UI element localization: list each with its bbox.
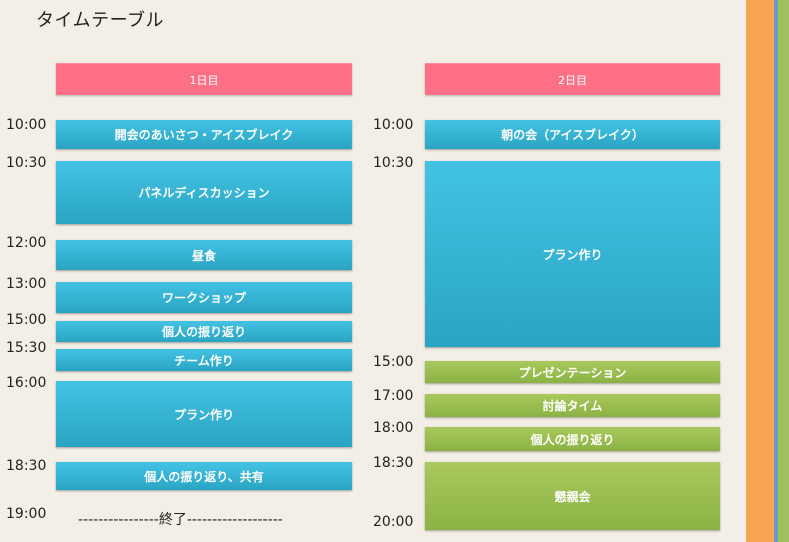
- day2-session-morning[interactable]: 朝の会（アイスブレイク）: [425, 120, 720, 149]
- day2-session-presentation[interactable]: プレゼンテーション: [425, 361, 720, 383]
- day1-session-panel[interactable]: パネルディスカッション: [56, 161, 352, 224]
- day1-session-opening[interactable]: 開会のあいさつ・アイスブレイク: [56, 120, 352, 149]
- day2-time-1700: 17:00: [373, 388, 414, 404]
- day1-header: 1日目: [56, 63, 352, 95]
- day2-time-1800: 18:00: [373, 420, 414, 436]
- day2-session-discussion[interactable]: 討論タイム: [425, 394, 720, 417]
- day2-header: 2日目: [425, 63, 720, 95]
- day1-time-1830: 18:30: [6, 458, 47, 474]
- day1-time-1200: 12:00: [6, 235, 47, 251]
- side-stripe-green: [778, 0, 789, 542]
- day1-time-1530: 15:30: [6, 340, 47, 356]
- side-stripe-orange: [746, 0, 774, 542]
- page-title: タイムテーブル: [36, 10, 165, 31]
- day1-end-label: ----------------終了-------------------: [78, 512, 283, 528]
- day1-time-1600: 16:00: [6, 375, 47, 391]
- day2-time-1000: 10:00: [373, 117, 414, 133]
- day2-time-1830: 18:30: [373, 455, 414, 471]
- day1-session-plan[interactable]: プラン作り: [56, 381, 352, 447]
- side-stripe-blue: [774, 0, 778, 542]
- day2-session-reflection[interactable]: 個人の振り返り: [425, 427, 720, 451]
- day1-time-1300: 13:00: [6, 276, 47, 292]
- day2-time-1500: 15:00: [373, 354, 414, 370]
- day2-session-plan[interactable]: プラン作り: [425, 161, 720, 347]
- day2-time-1030: 10:30: [373, 155, 414, 171]
- day1-session-team[interactable]: チーム作り: [56, 349, 352, 371]
- day1-session-share[interactable]: 個人の振り返り、共有: [56, 462, 352, 490]
- day2-session-party[interactable]: 懇親会: [425, 462, 720, 530]
- day1-time-1500: 15:00: [6, 312, 47, 328]
- day1-time-1030: 10:30: [6, 155, 47, 171]
- day2-time-2000: 20:00: [373, 514, 414, 530]
- day1-session-lunch[interactable]: 昼食: [56, 240, 352, 270]
- day1-time-1000: 10:00: [6, 117, 47, 133]
- day1-session-workshop[interactable]: ワークショップ: [56, 282, 352, 313]
- day1-time-1900: 19:00: [6, 506, 47, 522]
- day1-session-reflection[interactable]: 個人の振り返り: [56, 321, 352, 342]
